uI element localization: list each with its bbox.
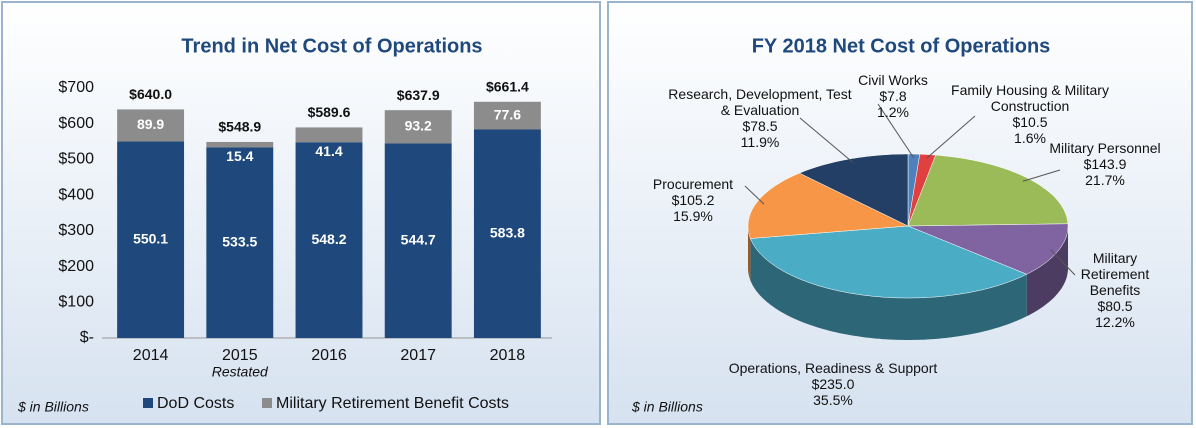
data-label: 548.2 bbox=[311, 231, 346, 247]
data-label: 583.8 bbox=[490, 224, 525, 240]
pie-slice bbox=[750, 225, 1028, 299]
note: $ in Billions bbox=[631, 399, 703, 415]
bar-segment bbox=[473, 101, 541, 130]
total-label: $589.6 bbox=[308, 104, 351, 120]
pie-label: Civil Works $7.8 1.2% bbox=[798, 72, 988, 120]
note: $ in Billions bbox=[17, 399, 89, 415]
y-tick-label: $500 bbox=[58, 151, 94, 168]
leader-line bbox=[926, 115, 976, 159]
total-label: $548.9 bbox=[218, 119, 261, 135]
x-tick-label: 2017 bbox=[400, 347, 436, 364]
x-tick-label: 2015 bbox=[222, 347, 258, 364]
percent-label: 1.2% bbox=[877, 104, 909, 120]
data-label: 93.2 bbox=[405, 118, 432, 134]
y-tick-label: $700 bbox=[58, 79, 94, 96]
y-tick-label: $200 bbox=[58, 258, 94, 275]
value-label: $235.0 bbox=[811, 376, 855, 392]
value-label: $7.8 bbox=[879, 88, 907, 104]
pie-label: Family Housing & Military Construction $1… bbox=[935, 82, 1125, 146]
value-label: $10.5 bbox=[1012, 114, 1048, 130]
category-label: Military Retirement Benefits bbox=[1080, 250, 1150, 298]
pie-slice bbox=[907, 223, 1069, 275]
pie-slice-side bbox=[748, 226, 751, 281]
x-sublabel: Restated bbox=[212, 364, 269, 380]
total-label: $640.0 bbox=[129, 86, 172, 102]
value-label: $105.2 bbox=[671, 192, 715, 208]
chart-title: Trend in Net Cost of Operations bbox=[181, 35, 482, 57]
value-label: $80.5 bbox=[1097, 298, 1133, 314]
x-tick-label: 2018 bbox=[490, 347, 526, 364]
category-label: Family Housing & Military Construction bbox=[951, 82, 1109, 114]
category-label: Operations, Readiness & Support bbox=[728, 360, 938, 376]
bar-segment bbox=[117, 109, 185, 142]
chart-title: FY 2018 Net Cost of Operations bbox=[752, 35, 1051, 57]
leader-line bbox=[799, 117, 853, 163]
data-label: 89.9 bbox=[137, 116, 164, 132]
data-label: 550.1 bbox=[133, 230, 168, 246]
leader-line bbox=[877, 103, 915, 158]
y-tick-label: $400 bbox=[58, 186, 94, 203]
value-label: $143.9 bbox=[1083, 156, 1127, 172]
bar-segment bbox=[384, 143, 452, 338]
bar-segment bbox=[473, 129, 541, 338]
percent-label: 35.5% bbox=[813, 392, 853, 408]
total-label: $637.9 bbox=[397, 87, 440, 103]
category-label: Civil Works bbox=[858, 72, 928, 88]
legend-label: Military Retirement Benefit Costs bbox=[276, 395, 509, 412]
pie-label: Military Retirement Benefits $80.5 12.2% bbox=[1065, 250, 1165, 330]
bar-segment bbox=[295, 142, 363, 338]
leader-line bbox=[1050, 249, 1076, 276]
data-label: 533.5 bbox=[222, 233, 257, 249]
percent-label: 21.7% bbox=[1085, 172, 1125, 188]
percent-label: 11.9% bbox=[740, 134, 780, 150]
bar-segment bbox=[295, 127, 363, 143]
legend-swatch bbox=[143, 398, 153, 408]
bar-segment bbox=[206, 141, 274, 148]
bar-segment bbox=[117, 141, 185, 338]
percent-label: 1.6% bbox=[1014, 130, 1046, 146]
pie-label: Military Personnel $143.9 21.7% bbox=[1010, 140, 1196, 188]
pie-label: Operations, Readiness & Support $235.0 35.… bbox=[703, 360, 963, 408]
percent-label: 12.2% bbox=[1095, 314, 1135, 330]
data-label: 544.7 bbox=[401, 231, 436, 247]
pie-label: Procurement $105.2 15.9% bbox=[598, 176, 788, 224]
leader-line bbox=[744, 185, 765, 205]
category-label: Procurement bbox=[652, 176, 734, 192]
category-label: Research, Development, Test & Evaluation bbox=[668, 86, 852, 118]
pie-slice bbox=[798, 153, 909, 227]
y-tick-label: $- bbox=[80, 329, 94, 346]
pie-slice bbox=[747, 172, 909, 239]
y-tick-label: $600 bbox=[58, 115, 94, 132]
pie-label: Research, Development, Test & Evaluation… bbox=[665, 86, 855, 150]
bar-segment bbox=[384, 110, 452, 144]
pie-slice bbox=[907, 154, 1069, 227]
leader-line bbox=[1022, 169, 1061, 182]
bar-segment bbox=[206, 147, 274, 338]
percent-label: 15.9% bbox=[673, 208, 713, 224]
data-label: 77.6 bbox=[494, 106, 521, 122]
legend-label: DoD Costs bbox=[157, 395, 234, 412]
total-label: $661.4 bbox=[486, 78, 529, 94]
pie-slice-side bbox=[750, 238, 1027, 340]
category-label: Military Personnel bbox=[1049, 140, 1161, 156]
data-label: 15.4 bbox=[226, 148, 253, 164]
y-tick-label: $300 bbox=[58, 222, 94, 239]
x-tick-label: 2016 bbox=[311, 347, 347, 364]
value-label: $78.5 bbox=[742, 118, 778, 134]
y-tick-label: $100 bbox=[58, 294, 94, 311]
legend-swatch bbox=[262, 398, 272, 408]
x-tick-label: 2014 bbox=[133, 347, 169, 364]
pie-slice-side bbox=[1026, 226, 1068, 317]
data-label: 41.4 bbox=[315, 143, 342, 159]
